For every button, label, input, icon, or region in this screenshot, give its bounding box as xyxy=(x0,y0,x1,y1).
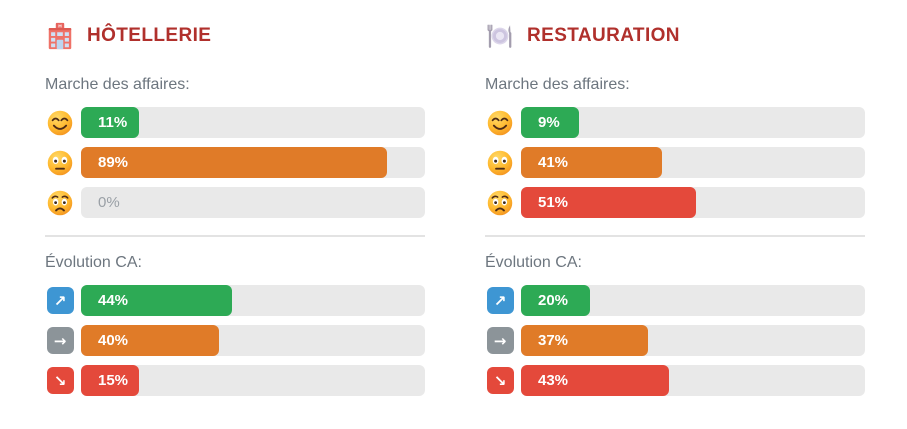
hotel-building-icon xyxy=(45,21,75,51)
bar-row-negative: 51% xyxy=(485,187,865,218)
column-title-hotellerie: HÔTELLERIE xyxy=(87,25,212,46)
column-title-restauration: RESTAURATION xyxy=(527,25,680,46)
hotellerie-header: HÔTELLERIE xyxy=(45,20,425,52)
worried-face-emoji-icon xyxy=(485,189,515,217)
bar-row-positive: 11% xyxy=(45,107,425,138)
bar-fill: 44% xyxy=(81,285,233,316)
smiling-face-emoji-icon xyxy=(485,109,515,137)
column-restauration: RESTAURATION Marche des affaires: 9% 41% xyxy=(485,20,865,405)
bar-value-label: 0% xyxy=(98,194,120,211)
section-divider xyxy=(485,235,865,237)
bar-value-label: 20% xyxy=(538,292,569,309)
neutral-face-emoji-icon xyxy=(485,149,515,177)
bar-fill: 37% xyxy=(521,325,649,356)
column-hotellerie: HÔTELLERIE Marche des affaires: 11% 89% xyxy=(45,20,425,405)
bar-track: 37% xyxy=(521,325,865,356)
section-label-evolution: Évolution CA: xyxy=(45,254,142,271)
smiling-face-emoji-icon xyxy=(45,109,75,137)
bar-fill: 89% xyxy=(81,147,388,178)
bar-track: 0% xyxy=(81,187,425,218)
bar-row-neutral: 89% xyxy=(45,147,425,178)
bar-row-negative: 0% xyxy=(45,187,425,218)
section-label-evolution: Évolution CA: xyxy=(485,254,582,271)
bar-fill: 20% xyxy=(521,285,590,316)
worried-face-emoji-icon xyxy=(45,189,75,217)
bar-row-increase: ↗ 44% xyxy=(45,285,425,316)
sector-survey-dashboard: HÔTELLERIE Marche des affaires: 11% 89% xyxy=(45,0,865,405)
bar-track: 43% xyxy=(521,365,865,396)
bar-fill-empty: 0% xyxy=(81,187,425,218)
bar-value-label: 51% xyxy=(538,194,569,211)
section-divider xyxy=(45,235,425,237)
section-label-marche: Marche des affaires: xyxy=(485,76,630,93)
bar-track: 89% xyxy=(81,147,425,178)
bar-fill: 15% xyxy=(81,365,139,396)
bar-track: 9% xyxy=(521,107,865,138)
bar-value-label: 44% xyxy=(98,292,129,309)
hotellerie-evolution-section: Évolution CA: ↗ 44% → 40% xyxy=(45,254,425,396)
arrow-up-right-icon: ↗ xyxy=(485,287,515,314)
bar-fill: 9% xyxy=(521,107,579,138)
bar-fill: 51% xyxy=(521,187,697,218)
bar-row-positive: 9% xyxy=(485,107,865,138)
bar-fill: 43% xyxy=(521,365,669,396)
bar-row-neutral: 41% xyxy=(485,147,865,178)
arrow-down-right-icon: ↘ xyxy=(485,367,515,394)
restauration-marche-section: Marche des affaires: 9% 41% xyxy=(485,76,865,218)
bar-track: 20% xyxy=(521,285,865,316)
bar-row-stable: → 37% xyxy=(485,325,865,356)
bar-fill: 40% xyxy=(81,325,219,356)
bar-track: 51% xyxy=(521,187,865,218)
bar-track: 40% xyxy=(81,325,425,356)
fork-knife-plate-icon xyxy=(485,21,515,51)
arrow-right-icon: → xyxy=(485,327,515,354)
bar-track: 41% xyxy=(521,147,865,178)
hotellerie-marche-section: Marche des affaires: 11% 89% xyxy=(45,76,425,218)
bar-value-label: 15% xyxy=(98,372,129,389)
arrow-down-right-icon: ↘ xyxy=(45,367,75,394)
bar-fill: 41% xyxy=(521,147,663,178)
bar-value-label: 37% xyxy=(538,332,569,349)
bar-track: 44% xyxy=(81,285,425,316)
bar-value-label: 9% xyxy=(538,114,560,131)
bar-row-stable: → 40% xyxy=(45,325,425,356)
restauration-evolution-section: Évolution CA: ↗ 20% → 37% xyxy=(485,254,865,396)
bar-track: 11% xyxy=(81,107,425,138)
bar-row-decrease: ↘ 15% xyxy=(45,365,425,396)
arrow-up-right-icon: ↗ xyxy=(45,287,75,314)
bar-value-label: 43% xyxy=(538,372,569,389)
section-label-marche: Marche des affaires: xyxy=(45,76,190,93)
bar-value-label: 41% xyxy=(538,154,569,171)
bar-value-label: 40% xyxy=(98,332,129,349)
neutral-face-emoji-icon xyxy=(45,149,75,177)
bar-fill: 11% xyxy=(81,107,139,138)
bar-value-label: 11% xyxy=(98,114,128,131)
arrow-right-icon: → xyxy=(45,327,75,354)
restauration-header: RESTAURATION xyxy=(485,20,865,52)
bar-row-decrease: ↘ 43% xyxy=(485,365,865,396)
bar-row-increase: ↗ 20% xyxy=(485,285,865,316)
bar-value-label: 89% xyxy=(98,154,129,171)
bar-track: 15% xyxy=(81,365,425,396)
